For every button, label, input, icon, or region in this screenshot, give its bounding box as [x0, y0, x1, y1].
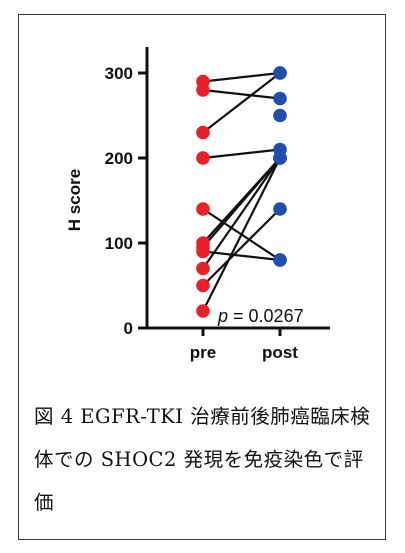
pre-point — [196, 278, 210, 293]
pair-line — [202, 157, 281, 312]
figure-caption: 図 4 EGFR-TKI 治療前後肺癌臨床検体での SHOC2 発現を免疫染色で… — [34, 405, 371, 514]
post-point — [273, 91, 287, 106]
post-point — [273, 66, 287, 80]
post-point — [273, 202, 287, 216]
y-tick-label: 200 — [105, 149, 133, 168]
pre-point — [196, 244, 210, 259]
pair-line — [202, 157, 281, 248]
y-tick-label: 0 — [124, 319, 133, 338]
x-tick-label-post: post — [262, 343, 298, 362]
pre-point — [196, 202, 210, 216]
pair-line — [202, 88, 281, 100]
paired-dot-chart: 0 100 200 300 pre post H score p = 0.0267 — [65, 47, 330, 362]
post-point — [273, 108, 287, 123]
pair-line — [202, 157, 281, 270]
pair-line — [202, 72, 281, 134]
figure-frame — [18, 14, 386, 540]
pair-line — [202, 250, 281, 262]
pair-line — [202, 208, 281, 287]
p-value: = 0.0267 — [228, 306, 304, 326]
data-points — [196, 66, 287, 318]
pre-point — [196, 125, 210, 140]
post-point — [273, 151, 287, 165]
p-symbol: p — [217, 306, 228, 326]
pre-point — [196, 83, 210, 97]
y-axis-label: H score — [65, 169, 84, 231]
pair-lines — [202, 71, 281, 312]
pair-line — [202, 148, 281, 160]
axes: 0 100 200 300 pre post — [105, 47, 330, 362]
p-value-annotation: p = 0.0267 — [217, 306, 304, 326]
pre-point — [196, 151, 210, 165]
y-tick-label: 300 — [105, 64, 133, 83]
x-tick-label-pre: pre — [190, 343, 216, 362]
y-tick-label: 100 — [105, 234, 133, 253]
post-point — [273, 253, 287, 267]
pre-point — [196, 304, 210, 318]
pair-line — [202, 71, 281, 83]
pre-point — [196, 261, 210, 276]
